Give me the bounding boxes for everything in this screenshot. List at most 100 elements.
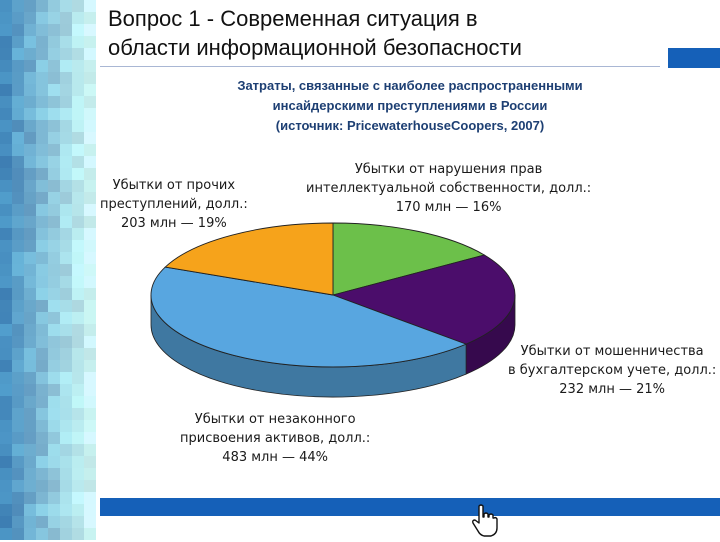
- mosaic-tile: [48, 108, 60, 120]
- mosaic-tile: [48, 372, 60, 384]
- mosaic-tile: [36, 0, 48, 12]
- mosaic-tile: [72, 528, 84, 540]
- mosaic-tile: [0, 12, 12, 24]
- mosaic-tile: [60, 48, 72, 60]
- slide-title: Вопрос 1 - Современная ситуация в област…: [108, 4, 668, 62]
- pie-slice-other: [164, 222, 334, 296]
- mosaic-tile: [36, 384, 48, 396]
- mosaic-tile: [36, 480, 48, 492]
- mosaic-tile: [48, 252, 60, 264]
- mosaic-tile: [72, 120, 84, 132]
- mosaic-tile: [84, 48, 96, 60]
- mosaic-tile: [36, 444, 48, 456]
- mosaic-tile: [24, 432, 36, 444]
- mosaic-tile: [24, 324, 36, 336]
- mosaic-tile: [12, 0, 24, 12]
- mosaic-tile: [60, 288, 72, 300]
- mosaic-tile: [36, 108, 48, 120]
- mosaic-tile: [24, 168, 36, 180]
- mosaic-tile: [12, 324, 24, 336]
- mosaic-tile: [48, 492, 60, 504]
- mosaic-tile: [72, 384, 84, 396]
- mosaic-tile: [24, 504, 36, 516]
- mosaic-tile: [12, 444, 24, 456]
- mosaic-tile: [0, 240, 12, 252]
- mosaic-tile: [0, 204, 12, 216]
- mosaic-tile: [60, 120, 72, 132]
- mosaic-tile: [36, 396, 48, 408]
- pie-slice-accounting: [331, 254, 516, 345]
- mosaic-tile: [24, 240, 36, 252]
- mosaic-tile: [36, 228, 48, 240]
- mosaic-tile: [84, 348, 96, 360]
- mosaic-tile: [12, 456, 24, 468]
- mosaic-tile: [36, 348, 48, 360]
- mosaic-tile: [48, 168, 60, 180]
- mosaic-tile: [24, 24, 36, 36]
- mosaic-tile: [0, 120, 12, 132]
- mosaic-tile: [24, 408, 36, 420]
- slice-label-assets-line-2: присвоения активов, долл.:: [180, 431, 371, 446]
- mosaic-tile: [36, 300, 48, 312]
- mosaic-tile: [24, 48, 36, 60]
- slice-label-ip-line-1: Убытки от нарушения прав: [354, 162, 543, 177]
- mosaic-tile: [24, 0, 36, 12]
- mosaic-tile: [12, 420, 24, 432]
- mosaic-tile: [60, 384, 72, 396]
- accent-bar-bottom: [100, 498, 720, 516]
- mosaic-tile: [48, 300, 60, 312]
- mosaic-tile: [48, 216, 60, 228]
- mosaic-tile: [60, 144, 72, 156]
- mosaic-tile: [12, 360, 24, 372]
- mosaic-tile: [24, 444, 36, 456]
- mosaic-tile: [12, 168, 24, 180]
- mosaic-tile: [24, 156, 36, 168]
- mosaic-tile: [0, 24, 12, 36]
- mosaic-tile: [84, 288, 96, 300]
- mosaic-tile: [36, 504, 48, 516]
- mosaic-tile: [0, 60, 12, 72]
- mosaic-tile: [48, 240, 60, 252]
- mosaic-tile: [0, 144, 12, 156]
- mosaic-tile: [24, 264, 36, 276]
- mosaic-tile: [60, 168, 72, 180]
- mosaic-tile: [72, 504, 84, 516]
- mosaic-tile: [60, 96, 72, 108]
- slice-label-ip-line-2: интеллектуальной собственности, долл.:: [306, 181, 592, 196]
- mosaic-tile: [0, 36, 12, 48]
- mosaic-tile: [48, 288, 60, 300]
- mosaic-tile: [24, 492, 36, 504]
- mosaic-tile: [0, 168, 12, 180]
- mosaic-tile: [72, 72, 84, 84]
- mosaic-tile: [84, 468, 96, 480]
- mosaic-tile: [60, 264, 72, 276]
- mosaic-tile: [0, 132, 12, 144]
- mosaic-tile: [12, 252, 24, 264]
- slide-title-line-2: области информационной безопасности: [108, 35, 522, 60]
- mosaic-tile: [48, 312, 60, 324]
- mosaic-tile: [84, 312, 96, 324]
- mosaic-tile: [48, 264, 60, 276]
- mosaic-tile: [12, 516, 24, 528]
- title-underline: [100, 66, 660, 67]
- mosaic-tile: [24, 288, 36, 300]
- mosaic-tile: [72, 372, 84, 384]
- mosaic-tile: [12, 528, 24, 540]
- mosaic-tile: [72, 420, 84, 432]
- mosaic-tile: [60, 444, 72, 456]
- mosaic-tile: [12, 384, 24, 396]
- mosaic-tile: [0, 456, 12, 468]
- mosaic-tile: [12, 216, 24, 228]
- mosaic-tile: [72, 396, 84, 408]
- mosaic-tile: [48, 468, 60, 480]
- mosaic-tile: [60, 408, 72, 420]
- mosaic-tile: [24, 132, 36, 144]
- mosaic-tile: [84, 180, 96, 192]
- mosaic-tile: [72, 468, 84, 480]
- mosaic-tile: [12, 468, 24, 480]
- mosaic-tile: [12, 240, 24, 252]
- mosaic-tile: [24, 384, 36, 396]
- mosaic-tile: [36, 156, 48, 168]
- mosaic-tile: [24, 528, 36, 540]
- mosaic-tile: [12, 408, 24, 420]
